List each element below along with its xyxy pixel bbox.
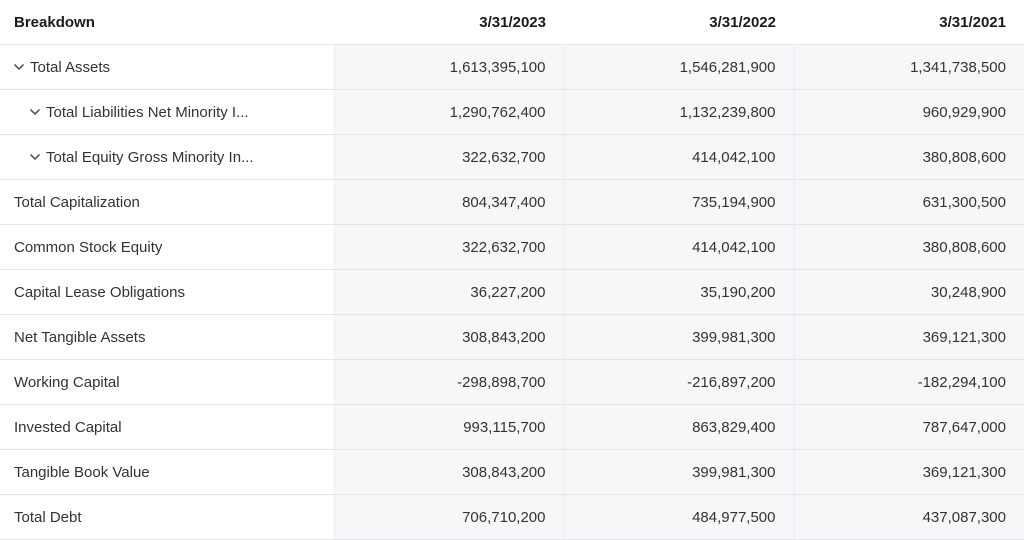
row-value: 36,227,200 <box>334 270 564 315</box>
row-label-cell: Common Stock Equity <box>0 225 334 270</box>
header-breakdown: Breakdown <box>0 0 334 45</box>
row-value: 1,290,762,400 <box>334 90 564 135</box>
row-value: 414,042,100 <box>564 225 794 270</box>
row-label: Total Equity Gross Minority In... <box>46 149 254 166</box>
row-label: Invested Capital <box>14 419 122 436</box>
chevron-down-icon[interactable] <box>14 62 24 72</box>
row-value: 399,981,300 <box>564 315 794 360</box>
row-label-cell: Net Tangible Assets <box>0 315 334 360</box>
row-value: 863,829,400 <box>564 405 794 450</box>
row-value: 369,121,300 <box>794 315 1024 360</box>
row-value: 631,300,500 <box>794 180 1024 225</box>
row-label-cell: Total Debt <box>0 495 334 540</box>
row-value: 484,977,500 <box>564 495 794 540</box>
row-value: 35,190,200 <box>564 270 794 315</box>
row-value: 322,632,700 <box>334 135 564 180</box>
row-label: Tangible Book Value <box>14 464 150 481</box>
row-value: 414,042,100 <box>564 135 794 180</box>
row-value: -182,294,100 <box>794 360 1024 405</box>
row-label-cell: Total Capitalization <box>0 180 334 225</box>
row-value: 787,647,000 <box>794 405 1024 450</box>
row-value: 399,981,300 <box>564 450 794 495</box>
table-header-row: Breakdown 3/31/2023 3/31/2022 3/31/2021 <box>0 0 1024 45</box>
row-value: 1,613,395,100 <box>334 45 564 90</box>
table-row: Total Capitalization 804,347,400735,194,9… <box>0 180 1024 225</box>
row-value: 1,132,239,800 <box>564 90 794 135</box>
row-value: 804,347,400 <box>334 180 564 225</box>
header-date-0: 3/31/2023 <box>334 0 564 45</box>
row-value: 960,929,900 <box>794 90 1024 135</box>
row-label-cell: Invested Capital <box>0 405 334 450</box>
row-value: 1,546,281,900 <box>564 45 794 90</box>
table-row: Common Stock Equity 322,632,700414,042,10… <box>0 225 1024 270</box>
row-label-cell: Tangible Book Value <box>0 450 334 495</box>
header-date-2: 3/31/2021 <box>794 0 1024 45</box>
table-row: Capital Lease Obligations 36,227,20035,19… <box>0 270 1024 315</box>
row-label-cell[interactable]: Total Assets <box>0 45 334 90</box>
row-label: Working Capital <box>14 374 120 391</box>
row-value: 993,115,700 <box>334 405 564 450</box>
row-value: 369,121,300 <box>794 450 1024 495</box>
table-row: Tangible Book Value 308,843,200399,981,30… <box>0 450 1024 495</box>
row-value: -298,898,700 <box>334 360 564 405</box>
table-row: Invested Capital 993,115,700863,829,40078… <box>0 405 1024 450</box>
header-date-1: 3/31/2022 <box>564 0 794 45</box>
row-label: Common Stock Equity <box>14 239 162 256</box>
table-row: Total Liabilities Net Minority I... 1,290… <box>0 90 1024 135</box>
table-row: Total Debt 706,710,200484,977,500437,087,… <box>0 495 1024 540</box>
financial-breakdown-table: Breakdown 3/31/2023 3/31/2022 3/31/2021 … <box>0 0 1024 540</box>
row-value: 380,808,600 <box>794 225 1024 270</box>
row-value: 380,808,600 <box>794 135 1024 180</box>
row-label: Net Tangible Assets <box>14 329 145 346</box>
row-value: 308,843,200 <box>334 315 564 360</box>
row-label-cell[interactable]: Total Equity Gross Minority In... <box>0 135 334 180</box>
chevron-down-icon[interactable] <box>30 152 40 162</box>
row-label: Total Liabilities Net Minority I... <box>46 104 249 121</box>
chevron-down-icon[interactable] <box>30 107 40 117</box>
row-label: Total Capitalization <box>14 194 140 211</box>
row-value: 1,341,738,500 <box>794 45 1024 90</box>
row-value: -216,897,200 <box>564 360 794 405</box>
row-label: Capital Lease Obligations <box>14 284 185 301</box>
row-value: 322,632,700 <box>334 225 564 270</box>
row-label: Total Assets <box>30 59 110 76</box>
row-value: 30,248,900 <box>794 270 1024 315</box>
row-label: Total Debt <box>14 509 82 526</box>
table-row: Total Assets 1,613,395,1001,546,281,9001,… <box>0 45 1024 90</box>
table-row: Working Capital -298,898,700-216,897,200-… <box>0 360 1024 405</box>
row-value: 308,843,200 <box>334 450 564 495</box>
table-row: Total Equity Gross Minority In... 322,632… <box>0 135 1024 180</box>
row-label-cell: Capital Lease Obligations <box>0 270 334 315</box>
row-value: 437,087,300 <box>794 495 1024 540</box>
row-value: 706,710,200 <box>334 495 564 540</box>
row-value: 735,194,900 <box>564 180 794 225</box>
row-label-cell: Working Capital <box>0 360 334 405</box>
table-row: Net Tangible Assets 308,843,200399,981,30… <box>0 315 1024 360</box>
row-label-cell[interactable]: Total Liabilities Net Minority I... <box>0 90 334 135</box>
